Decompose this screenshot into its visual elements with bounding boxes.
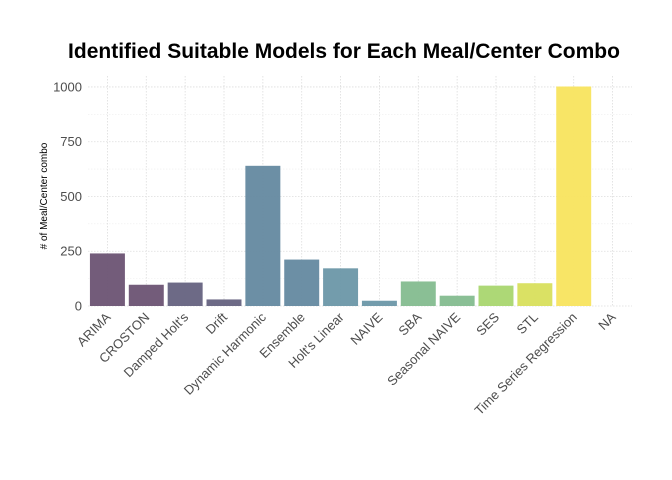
bar-ensemble (284, 259, 320, 306)
y-axis-label: # of Meal/Center combo (39, 142, 50, 249)
bar-dynamic-harmonic (245, 165, 281, 306)
bar-sba (400, 281, 436, 306)
y-tick-label: 1000 (53, 79, 82, 94)
x-tick-label: STL (514, 310, 541, 337)
bar-naive (361, 300, 397, 306)
x-tick-label: SES (473, 309, 502, 338)
y-axis-ticks: 0 250 500 750 1000 (53, 79, 82, 313)
y-tick-label: 500 (60, 189, 82, 204)
bar-arima (89, 253, 125, 306)
gridlines (88, 76, 632, 307)
y-tick-label: 0 (75, 299, 82, 314)
chart-title: Identified Suitable Models for Each Meal… (68, 40, 620, 63)
bar-stl (517, 283, 553, 306)
bar-damped-holt-s (167, 282, 203, 306)
x-tick-label: SBA (395, 309, 424, 338)
bar-croston (128, 284, 164, 306)
x-tick-label: Seasonal NAIVE (384, 309, 463, 388)
x-tick-label: NA (595, 309, 619, 333)
x-tick-label: NAIVE (347, 309, 385, 347)
y-tick-label: 750 (60, 134, 82, 149)
bar-ses (478, 285, 514, 306)
bar-seasonal-naive (439, 295, 475, 306)
bar-time-series-regression (556, 86, 592, 306)
y-tick-label: 250 (60, 244, 82, 259)
bar-drift (206, 299, 242, 306)
bars (89, 86, 592, 306)
x-tick-label: Drift (203, 309, 231, 337)
bar-holt-s-linear (323, 268, 359, 306)
